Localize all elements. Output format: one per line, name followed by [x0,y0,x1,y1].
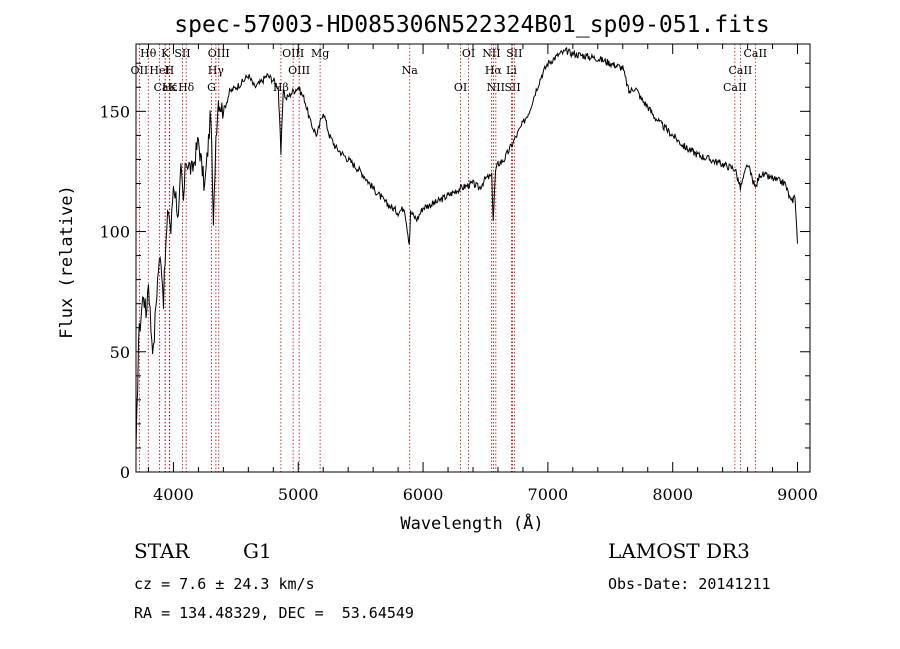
line-marker-label: H [165,64,175,77]
line-marker-label: NII [482,47,500,60]
observation-date: Obs-Date: 20141211 [608,575,771,593]
line-marker-label: SII [506,47,522,60]
y-tick-label: 50 [110,343,130,362]
survey-name: LAMOST DR3 [608,539,750,563]
line-marker-label: Hγ [208,64,225,77]
line-marker-label: Hβ [273,81,289,94]
line-marker-label: OI [462,47,475,60]
x-tick-label: 7000 [528,485,569,504]
x-axis-label: Wavelength (Å) [400,512,543,534]
spectrum-series [135,47,798,452]
redshift-value: cz = 7.6 ± 24.3 km/s [134,575,315,593]
line-marker-label: CaII [729,64,753,77]
line-marker-label: OII [131,64,149,77]
y-axis-label: Flux (relative) [57,185,77,339]
y-tick-label: 0 [120,463,130,482]
line-marker-label: Li [506,64,517,77]
line-marker-label: Hθ [140,47,157,60]
line-marker-label: CaII [723,81,747,94]
line-marker-label: Hδ [178,81,195,94]
line-marker-label: CaII [743,47,767,60]
chart-title: spec-57003-HD085306N522324B01_sp09-051.f… [174,12,769,38]
line-marker-label: SII [174,47,190,60]
line-marker-label: OIII [208,47,230,60]
line-marker-label: OI [454,81,467,94]
spectrum-line [135,47,798,452]
y-tick-label: 100 [99,223,130,242]
line-marker-label: Na [402,64,419,77]
object-type: STAR [134,539,190,563]
line-marker-label: OIII [282,47,304,60]
line-marker-label: Hα [485,64,503,77]
plot-frame [135,43,811,473]
line-marker-label: K [161,47,170,60]
line-marker-label: HeI [149,64,169,77]
x-tick-label: 6000 [403,485,444,504]
object-subclass: G1 [243,539,272,563]
line-marker-label: NII [487,81,505,94]
axis-ticks: 4000 5000 6000 7000 8000 9000 0 50 100 150 [99,44,818,504]
x-tick-label: 9000 [777,485,818,504]
spectral-line-markers: HθOIICaKKHeIHεSIIHHδOIIIHγGOIIIOIIIHβMgN… [131,44,767,472]
x-tick-label: 4000 [153,485,194,504]
x-tick-label: 8000 [652,485,693,504]
line-marker-label: OIII [288,64,310,77]
x-tick-label: 5000 [278,485,319,504]
line-marker-label: G [207,81,216,94]
line-marker-label: SII [504,81,520,94]
coordinates: RA = 134.48329, DEC = 53.64549 [134,604,414,622]
y-tick-label: 150 [99,102,130,121]
line-marker-label: Mg [311,47,329,60]
